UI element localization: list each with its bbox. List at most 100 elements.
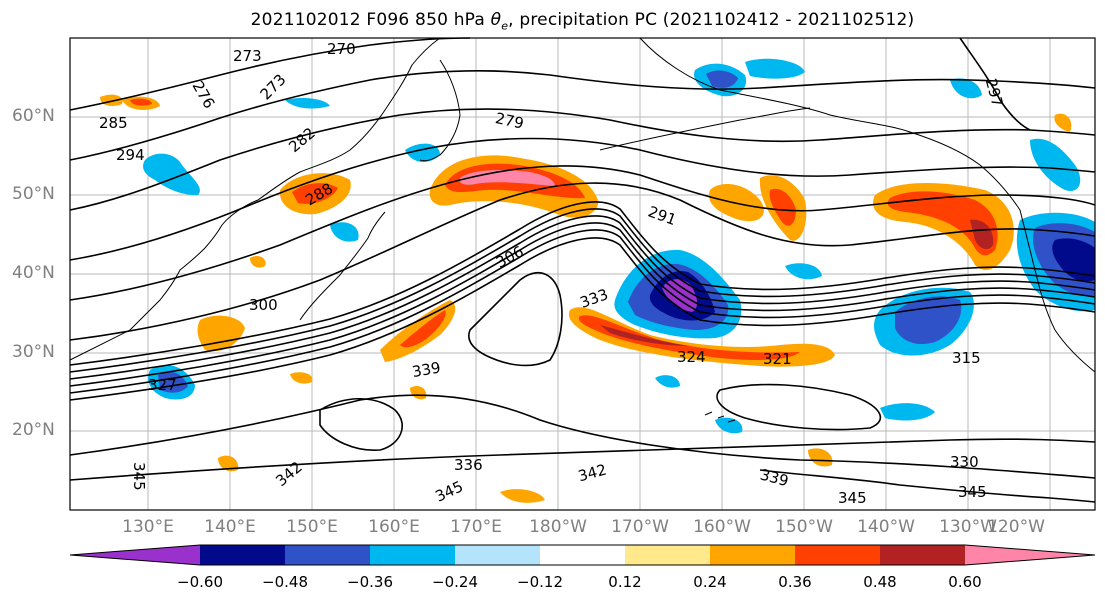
positive-precip-region: [218, 455, 239, 472]
theta-e-contour: [959, 37, 1031, 131]
japan-coastline: [299, 211, 386, 321]
lon-label: 160°E: [368, 517, 420, 537]
theta-e-contour: [69, 165, 1096, 301]
positive-precip-region: [600, 325, 690, 346]
negative-precip-region: [950, 78, 982, 99]
lon-label: 150°E: [286, 517, 338, 537]
lon-label: 180°W: [529, 517, 587, 537]
positive-precip-region: [500, 489, 545, 503]
lat-label: 40°N: [12, 263, 55, 283]
colorbar-segment: [795, 545, 881, 565]
negative-precip-region: [745, 58, 805, 79]
lon-label: 120°W: [987, 517, 1045, 537]
colorbar-segment: [200, 545, 286, 565]
lon-label: 160°W: [693, 517, 751, 537]
positive-precip-region: [250, 255, 266, 268]
colorbar-segment: [285, 545, 371, 565]
theta-e-contour: [69, 438, 1096, 481]
colorbar-tick-label: −0.48: [262, 573, 308, 591]
theta-e-contour: [759, 469, 1096, 503]
negative-precip-region: [880, 403, 935, 421]
contour-label: 285: [99, 114, 128, 132]
contour-label: 279: [494, 109, 526, 133]
negative-precip-region: [1030, 138, 1081, 191]
positive-precip-region: [769, 188, 796, 226]
lat-label: 20°N: [12, 420, 55, 440]
theta-e-contour: [69, 137, 1096, 261]
positive-precip-region: [568, 307, 835, 367]
lon-label: 130°W: [939, 517, 997, 537]
theta-e-contour: [69, 208, 1096, 373]
precipitation-shading: [100, 58, 1095, 503]
colorbar-extend-max: [965, 545, 1095, 565]
negative-precip-region: [330, 222, 359, 242]
colorbar-segment: [710, 545, 796, 565]
colorbar-tick-label: −0.24: [432, 573, 478, 591]
coastlines: [69, 37, 1096, 423]
positive-precip-region: [887, 191, 998, 256]
colorbar-segment: [880, 545, 966, 565]
contour-label: 345: [130, 462, 148, 491]
lat-label: 50°N: [12, 184, 55, 204]
colorbar-tick-label: −0.60: [177, 573, 223, 591]
map-title: 2021102012 F096 850 hPa θe, precipitatio…: [250, 10, 915, 33]
lat-label: 60°N: [12, 106, 55, 126]
theta-e-contour: [716, 383, 882, 431]
aleutian-islands: [599, 107, 811, 151]
theta-e-contour: [319, 397, 404, 451]
theta-e-contour: [69, 222, 1096, 387]
contour-label: 273: [233, 47, 262, 65]
negative-precip-region: [715, 417, 743, 434]
colorbar: [69, 544, 1096, 566]
colorbar-segment: [625, 545, 711, 565]
contour-label: 345: [958, 483, 987, 501]
contour-label: 270: [327, 40, 356, 58]
lat-label: 30°N: [12, 342, 55, 362]
lon-label: 140°W: [857, 517, 915, 537]
map-panel: 270 273 273 276 279 282 285 288 291 294 …: [69, 37, 1096, 511]
colorbar-extend-min: [70, 545, 200, 565]
contour-label: 345: [838, 489, 867, 507]
theta-e-contour: [69, 237, 1096, 401]
positive-precip-region: [130, 98, 152, 106]
theta-e-contour: [69, 215, 1096, 380]
colorbar-segment: [370, 545, 456, 565]
lon-label: 170°W: [611, 517, 669, 537]
theta-e-contour: [69, 229, 1096, 394]
contour-label: 330: [950, 453, 979, 471]
negative-precip-region: [706, 70, 738, 88]
map-frame: [69, 37, 1096, 511]
lon-label: 150°W: [775, 517, 833, 537]
lon-label: 130°E: [122, 517, 174, 537]
contour-label: 339: [411, 358, 442, 381]
theta-e-contour: [69, 108, 1096, 211]
positive-precip-region: [197, 315, 245, 352]
contour-label: 321: [763, 350, 792, 368]
colorbar-tick-label: 0.36: [778, 573, 812, 591]
negative-precip-region: [895, 296, 962, 345]
negative-precip-region: [143, 153, 200, 196]
positive-precip-region: [578, 315, 800, 360]
contour-label: 327: [148, 376, 177, 394]
negative-precip-region: [662, 279, 698, 312]
asia-coastline: [69, 37, 441, 361]
colorbar-tick-label: 0.48: [863, 573, 897, 591]
theta-e-contour: [69, 37, 471, 111]
negative-precip-region: [1052, 238, 1095, 282]
theta-e-contour: [69, 201, 1096, 366]
colorbar-tick-label: 0.12: [608, 573, 642, 591]
north-america-coastline: [1019, 209, 1096, 373]
contour-label: 336: [454, 456, 483, 474]
theta-e-contour: [468, 272, 563, 367]
colorbar-tick-label: −0.36: [347, 573, 393, 591]
positive-precip-region: [808, 448, 833, 467]
colorbar-tick-label: 0.60: [948, 573, 982, 591]
contour-label: 300: [249, 296, 278, 314]
kamchatka-coastline: [419, 59, 461, 162]
negative-precip-region: [655, 375, 680, 388]
colorbar-tick-label: 0.24: [693, 573, 727, 591]
theta-e-contour: [69, 182, 1096, 341]
positive-precip-region: [1054, 113, 1072, 132]
positive-precip-region: [292, 183, 338, 204]
